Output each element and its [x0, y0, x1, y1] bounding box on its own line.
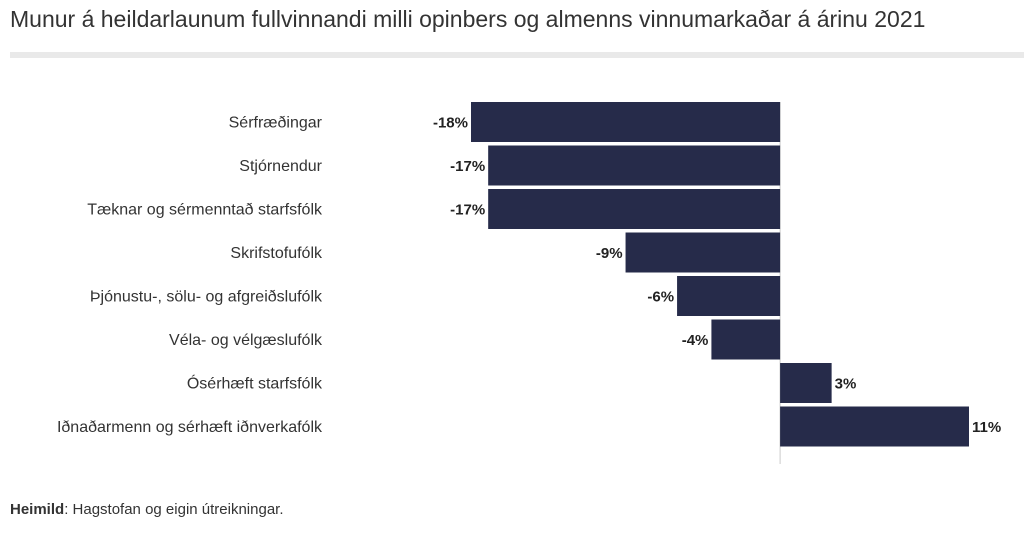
- bar: [488, 189, 781, 229]
- title-divider: [10, 52, 1024, 58]
- category-label: Ósérhæft starfsfólk: [187, 374, 323, 393]
- category-label: Tæknar og sérmenntað starfsfólk: [87, 202, 323, 219]
- source-note: Heimild: Hagstofan og eigin útreikningar…: [10, 501, 284, 518]
- data-label: -9%: [596, 245, 623, 262]
- category-label: Iðnaðarmenn og sérhæft iðnverkafólk: [57, 419, 323, 436]
- bar: [488, 145, 781, 186]
- category-label: Véla- og vélgæslufólk: [169, 332, 323, 349]
- data-label: -18%: [433, 115, 468, 132]
- chart-title: Munur á heildarlaunum fullvinnandi milli…: [10, 6, 926, 32]
- category-label: Sérfræðingar: [229, 115, 323, 132]
- category-label: Stjórnendur: [239, 158, 322, 175]
- bar: [780, 406, 969, 447]
- bar: [471, 102, 781, 142]
- data-label: -6%: [647, 289, 674, 306]
- bar: [780, 363, 832, 403]
- data-label: -17%: [450, 158, 485, 175]
- source-label: Heimild: [10, 501, 65, 518]
- bar: [711, 319, 781, 360]
- source-text: : Hagstofan og eigin útreikningar.: [64, 501, 284, 518]
- bar: [625, 232, 781, 273]
- category-label: Skrifstofufólk: [230, 245, 323, 262]
- data-label: -4%: [682, 332, 709, 349]
- category-label: Þjónustu-, sölu- og afgreiðslufólk: [90, 289, 323, 306]
- data-label: 3%: [835, 376, 857, 393]
- data-label: -17%: [450, 202, 485, 219]
- bar: [677, 276, 781, 316]
- data-label: 11%: [972, 419, 1001, 436]
